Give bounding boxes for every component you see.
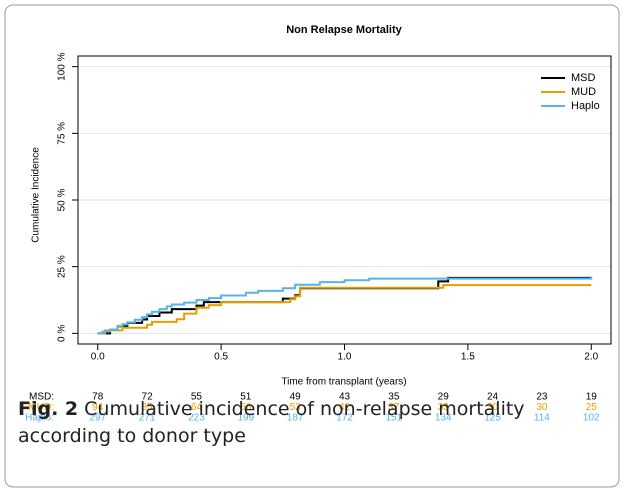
risk-count: 23	[536, 392, 548, 403]
caption: Fig. 2 Cumulative incidence of non-relaps…	[18, 396, 610, 450]
risk-count: 24	[487, 392, 499, 403]
risk-count: 51	[240, 392, 252, 403]
legend-label: Haplo	[571, 100, 600, 112]
y-axis-label: Cumulative Incidence	[31, 147, 42, 243]
series-line	[97, 276, 593, 335]
x-axis-label: Time from transplant (years)	[281, 377, 406, 388]
risk-row-label: Haplo:	[25, 413, 54, 424]
risk-count: 78	[92, 392, 104, 403]
risk-count: 55	[191, 392, 203, 403]
risk-row-label: MSD:	[29, 392, 54, 403]
legend-label: MUD	[571, 86, 596, 98]
risk-count: 49	[290, 392, 302, 403]
y-tick-label: 50 %	[57, 188, 68, 211]
y-tick-label: 75 %	[57, 122, 68, 145]
risk-count: 25	[586, 402, 598, 413]
frame	[4, 4, 620, 488]
risk-count: 223	[188, 413, 205, 424]
risk-count: 43	[339, 392, 351, 403]
risk-count: 42	[339, 402, 351, 413]
y-tick-label: 0 %	[57, 325, 68, 342]
y-tick-label: 25 %	[57, 255, 68, 278]
risk-count: 172	[336, 413, 353, 424]
risk-count: 64	[191, 402, 203, 413]
risk-count: 19	[586, 392, 598, 403]
caption-text: Cumulative incidence of non-relapse mort…	[18, 398, 525, 447]
risk-count: 53	[290, 402, 302, 413]
x-tick-label: 1.5	[461, 352, 475, 363]
caption-label: Fig. 2	[18, 398, 79, 420]
chart-title: Non Relapse Mortality	[286, 24, 402, 36]
risk-count: 102	[583, 413, 600, 424]
risk-count: 125	[484, 413, 501, 424]
risk-count: 33	[438, 402, 450, 413]
x-tick-label: 2.0	[584, 352, 598, 363]
risk-row-label: MUD:	[28, 402, 54, 413]
risk-count: 297	[89, 413, 106, 424]
x-tick-label: 0.0	[91, 352, 105, 363]
risk-count: 94	[92, 402, 104, 413]
y-tick-label: 100 %	[57, 52, 68, 80]
risk-count: 199	[237, 413, 254, 424]
risk-count: 271	[139, 413, 156, 424]
risk-count: 85	[142, 402, 154, 413]
risk-count: 72	[142, 392, 154, 403]
plot-box	[77, 55, 612, 345]
risk-count: 35	[388, 392, 400, 403]
risk-count: 134	[435, 413, 452, 424]
x-tick-label: 1.0	[338, 352, 352, 363]
risk-count: 37	[388, 402, 400, 413]
risk-count: 29	[438, 392, 450, 403]
risk-count: 30	[487, 402, 499, 413]
series-line	[97, 284, 592, 335]
risk-count: 151	[386, 413, 403, 424]
legend-label: MSD	[571, 72, 596, 84]
risk-count: 56	[240, 402, 252, 413]
risk-count: 187	[287, 413, 304, 424]
x-tick-label: 0.5	[214, 352, 228, 363]
risk-count: 114	[534, 413, 550, 424]
risk-count: 30	[536, 402, 548, 413]
